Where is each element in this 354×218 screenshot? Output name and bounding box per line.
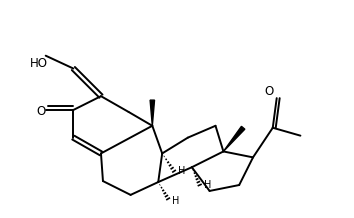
Text: HO: HO <box>30 57 48 70</box>
Text: H: H <box>178 166 185 176</box>
Text: H: H <box>172 196 179 206</box>
Text: O: O <box>36 106 46 118</box>
Text: O: O <box>264 85 273 98</box>
Polygon shape <box>223 126 245 152</box>
Polygon shape <box>150 100 155 126</box>
Text: H: H <box>204 180 211 190</box>
